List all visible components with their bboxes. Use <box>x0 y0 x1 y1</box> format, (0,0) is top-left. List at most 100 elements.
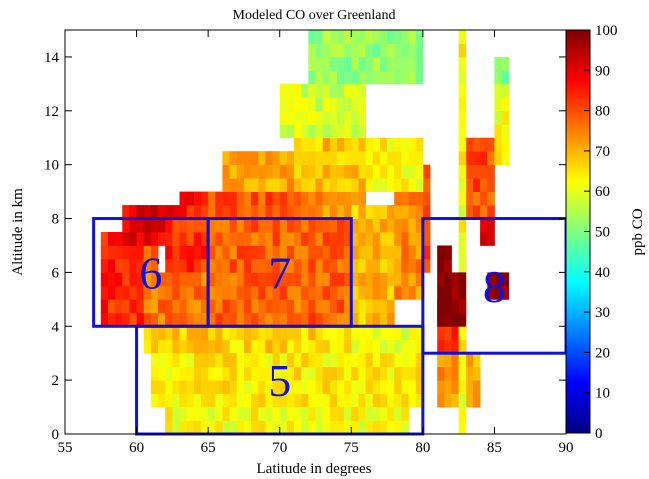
heatmap-cell <box>301 164 309 179</box>
heatmap-cell <box>315 299 324 314</box>
heatmap-cell <box>158 353 166 368</box>
heatmap-cell <box>258 245 266 260</box>
heatmap-cell <box>165 245 173 260</box>
heatmap-cell <box>200 299 209 314</box>
heatmap-cell <box>315 218 324 233</box>
heatmap-cell <box>358 56 366 71</box>
heatmap-cell <box>286 110 295 125</box>
heatmap-cell <box>322 110 331 125</box>
heatmap-cell <box>301 232 309 246</box>
heatmap-cell <box>372 339 381 354</box>
heatmap-cell <box>200 380 209 394</box>
region-label-6: 6 <box>139 247 162 298</box>
heatmap-cell <box>251 366 259 381</box>
heatmap-cell <box>394 285 402 300</box>
heatmap-cell <box>408 30 417 44</box>
heatmap-cell <box>358 137 366 152</box>
heatmap-cell <box>122 245 130 260</box>
heatmap-cell <box>243 380 252 394</box>
heatmap-cell <box>387 137 395 152</box>
heatmap-cell <box>294 366 302 381</box>
heatmap-cell <box>394 137 402 152</box>
heatmap-cell <box>272 151 281 166</box>
heatmap-cell <box>365 393 374 408</box>
heatmap-cell <box>179 232 188 246</box>
heatmap-cell <box>444 312 452 327</box>
heatmap-cell <box>286 124 295 139</box>
heatmap-cell <box>487 191 495 206</box>
heatmap-cell <box>501 285 510 300</box>
heatmap-cell <box>336 339 345 354</box>
heatmap-cell <box>265 299 273 314</box>
heatmap-cell <box>301 110 309 125</box>
heatmap-cell <box>301 312 309 327</box>
heatmap-cell <box>208 326 216 341</box>
colorbar-tick-label: 50 <box>595 225 610 241</box>
heatmap-cell <box>165 285 173 300</box>
heatmap-cell <box>193 407 202 421</box>
heatmap-cell <box>351 326 359 341</box>
heatmap-cell <box>329 191 338 206</box>
heatmap-cell <box>315 56 324 71</box>
heatmap-cell <box>372 366 381 381</box>
heatmap-cell <box>415 326 424 341</box>
heatmap-cell <box>222 164 231 179</box>
heatmap-cell <box>379 285 388 300</box>
heatmap-cell <box>329 164 338 179</box>
heatmap-cell <box>222 420 231 434</box>
heatmap-cell <box>172 245 180 260</box>
heatmap-cell <box>200 312 209 327</box>
heatmap-cell <box>193 285 202 300</box>
heatmap-cell <box>394 205 402 219</box>
heatmap-cell <box>294 312 302 327</box>
heatmap-cell <box>308 272 316 287</box>
heatmap-cell <box>444 285 452 300</box>
heatmap-cell <box>344 366 352 381</box>
heatmap-cell <box>265 326 273 341</box>
heatmap-cell <box>387 258 395 273</box>
heatmap-cell <box>365 380 374 394</box>
heatmap-cell <box>487 164 495 179</box>
heatmap-cell <box>344 110 352 125</box>
heatmap-cell <box>379 272 388 287</box>
heatmap-cell <box>208 218 216 233</box>
heatmap-cell <box>301 151 309 166</box>
heatmap-cell <box>437 339 445 354</box>
heatmap-cell <box>294 110 302 125</box>
heatmap-cell <box>322 232 331 246</box>
heatmap-cell <box>215 339 223 354</box>
heatmap-cell <box>193 353 202 368</box>
x-axis: 55 60 65 70 75 80 85 90 <box>58 30 574 456</box>
heatmap-cell <box>394 43 402 58</box>
heatmap-cell <box>136 205 145 219</box>
heatmap-cell <box>480 232 488 246</box>
heatmap-cell <box>344 232 352 246</box>
heatmap-cell <box>344 56 352 71</box>
heatmap-cell <box>336 407 345 421</box>
heatmap-cell <box>265 272 273 287</box>
heatmap-cell <box>344 353 352 368</box>
heatmap-cell <box>301 353 309 368</box>
heatmap-cell <box>172 380 180 394</box>
heatmap-cell <box>143 245 152 260</box>
heatmap-cell <box>265 258 273 273</box>
heatmap-cell <box>222 393 231 408</box>
heatmap-cell <box>258 164 266 179</box>
heatmap-cell <box>136 285 145 300</box>
heatmap-cell <box>172 285 180 300</box>
heatmap-cell <box>107 299 116 314</box>
heatmap-cell <box>172 232 180 246</box>
heatmap-cell <box>143 232 152 246</box>
heatmap-cell <box>437 245 445 260</box>
heatmap-cell <box>358 285 366 300</box>
colorbar-tick-label: 90 <box>595 63 610 79</box>
heatmap-cell <box>286 97 295 112</box>
heatmap-cell <box>487 137 495 152</box>
heatmap-cell <box>308 43 316 58</box>
heatmap-cell <box>494 124 502 139</box>
heatmap-cell <box>115 285 123 300</box>
heatmap-cell <box>258 191 266 206</box>
heatmap-cell <box>208 407 216 421</box>
heatmap-cell <box>315 43 324 58</box>
heatmap-cell <box>358 151 366 166</box>
